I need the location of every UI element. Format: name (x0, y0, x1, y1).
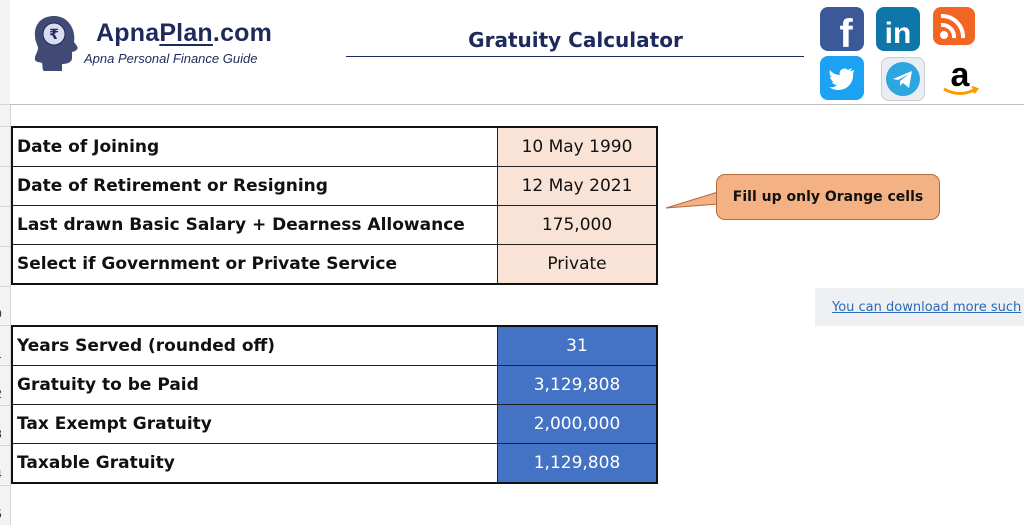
date-of-retirement-cell[interactable]: 12 May 2021 (497, 166, 658, 206)
brand-tagline: Apna Personal Finance Guide (84, 51, 258, 66)
linkedin-icon[interactable]: in (876, 7, 920, 51)
tax-exempt-label[interactable]: Tax Exempt Gratuity (11, 404, 498, 444)
callout-text: Fill up only Orange cells (732, 189, 924, 205)
years-served-value[interactable]: 31 (497, 325, 658, 366)
row-header-strip: 0 1 2 3 4 5 (0, 0, 11, 525)
page-title: Gratuity Calculator (468, 28, 683, 52)
date-of-retirement-label[interactable]: Date of Retirement or Resigning (11, 166, 498, 206)
facebook-icon[interactable]: f (820, 7, 864, 51)
output-table: Years Served (rounded off) 31 Gratuity t… (11, 325, 658, 484)
row-number[interactable]: 0 (0, 307, 2, 321)
gratuity-paid-label[interactable]: Gratuity to be Paid (11, 365, 498, 405)
amazon-icon[interactable]: a (936, 56, 984, 100)
svg-text:f: f (839, 12, 853, 51)
rss-icon[interactable] (933, 7, 975, 45)
service-type-label[interactable]: Select if Government or Private Service (11, 244, 498, 285)
table-row: Taxable Gratuity 1,129,808 (11, 443, 658, 484)
download-more-link[interactable]: You can download more such (815, 288, 1024, 326)
svg-text:in: in (885, 17, 912, 50)
brand-name-prefix: Apna (96, 19, 160, 47)
table-row: Tax Exempt Gratuity 2,000,000 (11, 404, 658, 444)
tax-exempt-value[interactable]: 2,000,000 (497, 404, 658, 444)
telegram-icon[interactable] (881, 57, 925, 101)
table-row: Date of Retirement or Resigning 12 May 2… (11, 166, 658, 206)
table-row: Date of Joining 10 May 1990 (11, 126, 658, 167)
gratuity-paid-value[interactable]: 3,129,808 (497, 365, 658, 405)
brand-name-suffix: .com (212, 19, 273, 47)
row-number[interactable]: 5 (0, 507, 2, 521)
title-underline (346, 56, 804, 57)
callout-pointer (665, 191, 719, 209)
logo-head-icon: ₹ (32, 14, 82, 72)
row-number[interactable]: 4 (0, 467, 2, 481)
basic-salary-cell[interactable]: 175,000 (497, 205, 658, 245)
brand-name[interactable]: ApnaPlan.com (96, 19, 272, 48)
twitter-icon[interactable] (820, 56, 864, 100)
table-row: Last drawn Basic Salary + Dearness Allow… (11, 205, 658, 245)
service-type-select[interactable]: Private (497, 244, 658, 285)
row-number[interactable]: 3 (0, 427, 2, 441)
svg-text:a: a (951, 56, 971, 94)
brand-name-underlined: Plan (159, 19, 213, 47)
date-of-joining-cell[interactable]: 10 May 1990 (497, 126, 658, 167)
date-of-joining-label[interactable]: Date of Joining (11, 126, 498, 167)
input-table: Date of Joining 10 May 1990 Date of Reti… (11, 126, 658, 285)
table-row: Select if Government or Private Service … (11, 244, 658, 285)
basic-salary-label[interactable]: Last drawn Basic Salary + Dearness Allow… (11, 205, 498, 245)
row-number[interactable]: 2 (0, 387, 2, 401)
taxable-gratuity-label[interactable]: Taxable Gratuity (11, 443, 498, 484)
table-row: Years Served (rounded off) 31 (11, 325, 658, 366)
row-number[interactable]: 1 (0, 347, 2, 361)
instruction-callout[interactable]: Fill up only Orange cells (716, 174, 940, 220)
table-row: Gratuity to be Paid 3,129,808 (11, 365, 658, 405)
rupee-symbol: ₹ (49, 27, 59, 43)
years-served-label[interactable]: Years Served (rounded off) (11, 325, 498, 366)
taxable-gratuity-value[interactable]: 1,129,808 (497, 443, 658, 484)
